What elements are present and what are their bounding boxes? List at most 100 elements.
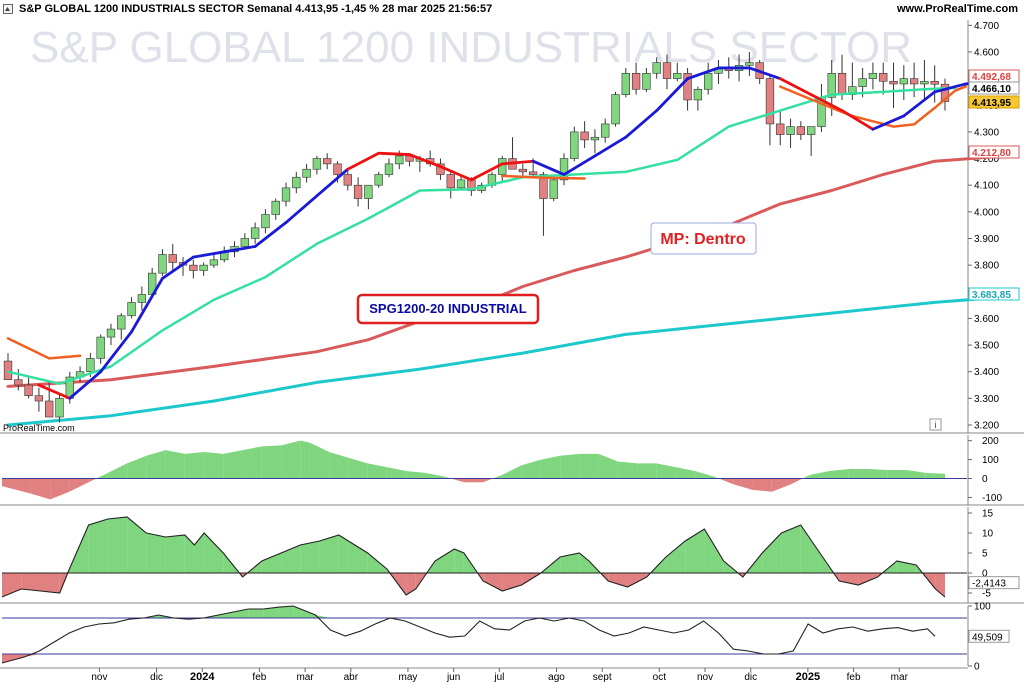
candle[interactable] [271, 198, 280, 220]
osc-fill [88, 519, 108, 573]
price-tick-label: 3.300 [974, 394, 999, 405]
candle[interactable] [611, 91, 620, 127]
candle[interactable] [631, 62, 641, 95]
mp-dentro-annotation[interactable]: MP: Dentro [650, 222, 757, 255]
candle[interactable] [745, 51, 754, 76]
candle[interactable] [601, 118, 610, 143]
candle[interactable] [24, 377, 33, 399]
candle[interactable] [364, 184, 373, 210]
ema-short-segment [902, 90, 937, 118]
candle[interactable] [456, 174, 466, 191]
candle-body [827, 72, 836, 98]
osc-fill [184, 452, 205, 479]
osc-fill [127, 455, 147, 479]
candle[interactable] [3, 353, 13, 381]
ema-short-segment [933, 82, 967, 94]
candle[interactable] [209, 254, 219, 268]
candle[interactable] [96, 334, 105, 364]
candle[interactable] [590, 129, 600, 154]
candle[interactable] [806, 126, 816, 156]
candle-body [302, 168, 311, 178]
candle[interactable] [261, 209, 270, 234]
candle[interactable] [683, 67, 692, 111]
candle[interactable] [570, 126, 579, 162]
candle[interactable] [889, 62, 898, 108]
candle[interactable] [343, 169, 352, 191]
oscillator-panel-3[interactable]: 100 0 49,509 [1, 602, 1010, 673]
time-tick-label: jun [446, 672, 460, 683]
chart-settings-icon[interactable] [3, 4, 13, 14]
candle[interactable] [312, 155, 322, 175]
candle[interactable] [75, 366, 85, 383]
candle[interactable] [240, 233, 249, 250]
index-code-annotation[interactable]: SPG1200-20 INDUSTRIAL [356, 293, 540, 325]
candle[interactable] [642, 67, 651, 92]
candle[interactable] [168, 243, 177, 271]
candle[interactable] [14, 369, 23, 391]
candle[interactable] [868, 62, 878, 90]
osc-tick-label: 10 [982, 529, 994, 540]
time-tick-label: abr [344, 672, 359, 683]
candle[interactable] [498, 155, 507, 183]
candle[interactable] [621, 67, 630, 98]
osc-value-label: -2,4143 [972, 579, 1006, 590]
oscillator-panel-2[interactable]: 15 10 5 0 -5-2,4143 [0, 507, 1024, 604]
osc-fill [627, 573, 647, 587]
candle[interactable] [662, 54, 672, 90]
candle[interactable] [776, 110, 785, 146]
candle[interactable] [446, 171, 455, 199]
candle[interactable] [518, 163, 527, 178]
candle[interactable] [930, 65, 939, 103]
expand-icon[interactable]: i [929, 418, 942, 431]
candle[interactable] [384, 158, 394, 178]
candle[interactable] [559, 153, 569, 186]
candle-body [292, 176, 301, 189]
ma-orange-line [6, 337, 82, 360]
candle[interactable] [765, 75, 775, 146]
candle-body [528, 171, 538, 175]
candle[interactable] [909, 62, 919, 98]
candle[interactable] [137, 286, 147, 311]
candle[interactable] [323, 153, 332, 170]
candle[interactable] [127, 297, 136, 319]
osc-fill [435, 549, 455, 573]
candle[interactable] [817, 83, 826, 132]
candle[interactable] [353, 177, 363, 207]
ma-orange-line [779, 85, 967, 128]
candle[interactable] [940, 78, 950, 111]
overbought-fill [263, 607, 279, 618]
candle[interactable] [693, 86, 703, 111]
price-tick-label: 3.400 [974, 367, 999, 378]
site-link[interactable]: www.ProRealTime.com [896, 3, 1018, 15]
candle[interactable] [34, 387, 44, 412]
candle-body [909, 78, 919, 85]
candle[interactable] [879, 62, 888, 95]
candle[interactable] [580, 121, 589, 148]
candle[interactable] [673, 62, 682, 82]
candle[interactable] [281, 182, 291, 207]
candle[interactable] [920, 59, 929, 100]
candle[interactable] [250, 222, 260, 244]
candle[interactable] [796, 121, 806, 140]
price-panel[interactable]: 3.2003.3003.4003.5003.6003.7003.8003.900… [0, 20, 1024, 434]
candle[interactable] [106, 323, 116, 346]
candle[interactable] [55, 393, 64, 423]
candle[interactable] [158, 249, 167, 276]
osc-fill [665, 541, 686, 573]
candle[interactable] [220, 246, 229, 263]
candle[interactable] [786, 118, 795, 148]
candle[interactable] [374, 171, 383, 188]
candle[interactable] [652, 57, 661, 79]
candle[interactable] [189, 259, 198, 279]
osc-fill [868, 469, 888, 479]
candle[interactable] [899, 65, 908, 100]
candle[interactable] [302, 163, 311, 183]
candle[interactable] [117, 313, 126, 340]
oscillator-panel-1[interactable]: 200 100 0 -100 [0, 435, 1024, 506]
candle[interactable] [539, 171, 548, 236]
osc-fill [791, 478, 803, 485]
candle[interactable] [704, 62, 713, 95]
candle[interactable] [292, 171, 301, 194]
candle[interactable] [199, 262, 208, 276]
